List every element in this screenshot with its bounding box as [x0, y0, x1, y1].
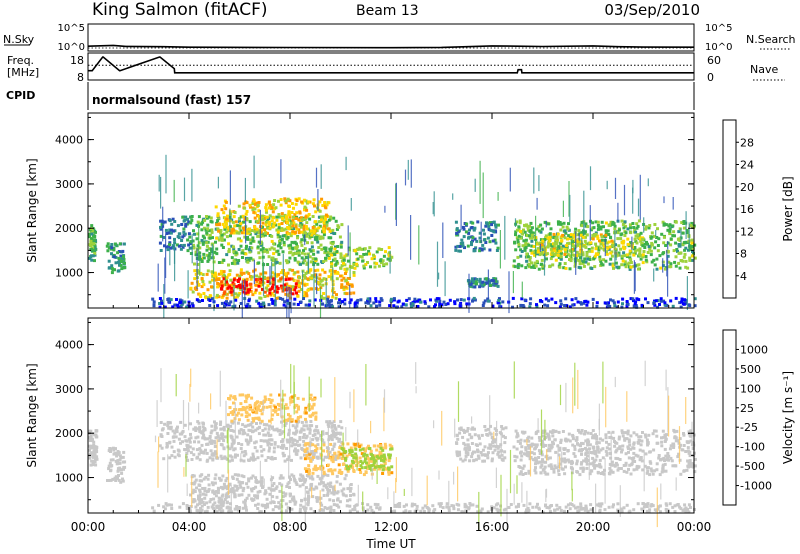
- y-tick-label: 1000: [55, 267, 83, 280]
- colorbar-tick-label: 12: [740, 225, 754, 238]
- x-tick-label: 20:00: [576, 520, 611, 534]
- scatter-region-2: [158, 420, 344, 463]
- scatter-region-8: [454, 220, 500, 253]
- colorbar-tick-label: 25: [740, 402, 754, 415]
- x-tick-label: 00:00: [677, 520, 712, 534]
- velocity-colorbar: 1000 500 100 25 -25 -100 -500 -1000 Velocity [m …: [722, 329, 795, 506]
- scatter-region-6: [219, 277, 298, 296]
- freq-label-line1: Freq.: [7, 54, 34, 67]
- colorbar-tick-label: -500: [740, 460, 765, 473]
- colorbar-frame: [722, 119, 737, 299]
- nsky-trace: [87, 44, 695, 49]
- colorbar-label: Velocity [m s⁻¹]: [781, 371, 795, 464]
- power-panel: 1000 2000 3000 4000 Slant Range [km]: [25, 112, 697, 332]
- x-tick-label: 08:00: [273, 520, 308, 534]
- colorbar-tick-label: 4: [740, 270, 747, 283]
- y-tick-label: 4000: [55, 134, 83, 147]
- nave-label: Nave: [750, 63, 778, 76]
- x-axis-label: Time UT: [365, 537, 416, 551]
- scatter-region-0: [88, 224, 98, 263]
- x-tick-label: 16:00: [475, 520, 510, 534]
- frequency-strip: Freq. [MHz] 18 8 60 0 Nave: [7, 52, 785, 84]
- y-axis-label: Slant Range [km]: [25, 158, 39, 262]
- power-colorbar: 28 24 20 16 12 8 4 Power [dB]: [722, 119, 795, 299]
- nave-tick-high: 60: [707, 54, 721, 67]
- colorbar-tick-label: -25: [740, 421, 758, 434]
- nsearch-label: N.Search: [746, 33, 796, 46]
- scatter-region-8: [512, 428, 697, 477]
- y-tick-label: 4000: [55, 339, 83, 352]
- freq-tick-low: 8: [77, 71, 84, 84]
- y-axis-label: Slant Range [km]: [25, 363, 39, 467]
- scatter-region-0: [88, 429, 99, 467]
- scatter-region-1: [105, 242, 127, 275]
- nsky-tick-high: 10^5: [58, 23, 85, 34]
- mode-label: normalsound (fast) 157: [92, 93, 251, 107]
- colorbar-tick-label: 8: [740, 248, 747, 261]
- scatter-region-9: [466, 277, 500, 289]
- colorbar-tick-label: -100: [740, 441, 765, 454]
- scatter-region-1: [106, 446, 127, 484]
- colorbar-tick-label: 24: [740, 159, 754, 172]
- y-tick-label: 1000: [55, 472, 83, 485]
- colorbar-tick-label: 1000: [740, 343, 768, 356]
- cpid-strip: CPID normalsound (fast) 157: [6, 82, 695, 110]
- scatter-region-4: [214, 197, 331, 236]
- velocity-panel: 1000 2000 3000 4000 Slant Range [km]: [25, 317, 697, 532]
- nsky-tick-low: 10^0: [58, 42, 85, 53]
- scatter-region-9: [151, 502, 696, 514]
- colorbar-label: Power [dB]: [781, 176, 795, 241]
- freq-label-line2: [MHz]: [7, 66, 39, 79]
- sparse-echoes: [154, 360, 693, 532]
- freq-tick-high: 18: [70, 54, 84, 67]
- nave-tick-low: 0: [707, 71, 714, 84]
- date-title: 03/Sep/2010: [604, 1, 700, 19]
- x-tick-label: 12:00: [374, 520, 409, 534]
- time-axis: 00:00 04:00 08:00 12:00 16:00 20:00 00:00 Time …: [71, 520, 712, 551]
- colorbar-tick-label: 100: [740, 382, 761, 395]
- sparse-echoes: [157, 154, 690, 332]
- beam-title: Beam 13: [356, 3, 419, 19]
- colorbar-tick-label: 16: [740, 203, 754, 216]
- scatter-region-3: [189, 473, 356, 505]
- noise-strip: N.Sky 10^5 10^0 10^5 10^0 N.Search: [3, 23, 796, 53]
- nsearch-tick-low: 10^0: [705, 42, 732, 53]
- scatter-region-6: [340, 446, 394, 472]
- y-tick-label: 2000: [55, 222, 83, 235]
- station-title: King Salmon (fitACF): [92, 0, 268, 20]
- colorbar-tick-label: 500: [740, 363, 761, 376]
- x-tick-label: 00:00: [71, 520, 106, 534]
- colorbar-tick-label: 20: [740, 181, 754, 194]
- colorbar-frame: [722, 329, 737, 506]
- freq-trace: [88, 56, 694, 74]
- y-tick-label: 3000: [55, 383, 83, 396]
- nsky-label: N.Sky: [3, 33, 35, 46]
- nsearch-tick-high: 10^5: [705, 23, 732, 34]
- y-tick-label: 2000: [55, 427, 83, 440]
- colorbar-tick-label: 28: [740, 136, 754, 149]
- y-tick-label: 3000: [55, 178, 83, 191]
- cpid-label: CPID: [6, 89, 35, 102]
- x-tick-label: 04:00: [172, 520, 207, 534]
- colorbar-tick-label: -1000: [740, 480, 772, 493]
